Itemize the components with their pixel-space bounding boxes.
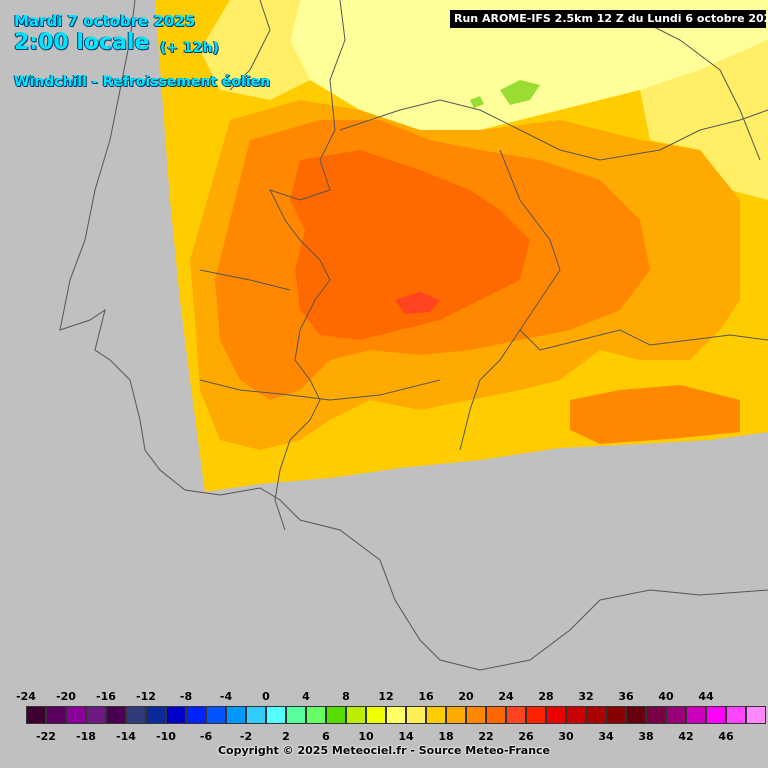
legend-label-top: 4 — [302, 690, 310, 703]
legend-swatch — [326, 706, 346, 724]
legend-label-bottom: 22 — [478, 730, 494, 743]
legend-label-bottom: 18 — [438, 730, 454, 743]
legend-label-bottom: 10 — [358, 730, 374, 743]
legend-label-top: 36 — [618, 690, 634, 703]
legend-swatch — [446, 706, 466, 724]
legend-swatch — [146, 706, 166, 724]
forecast-time: 2:00 locale — [14, 30, 150, 55]
band-22 — [290, 150, 530, 340]
legend-swatch — [126, 706, 146, 724]
legend-swatch — [206, 706, 226, 724]
legend-swatch — [306, 706, 326, 724]
legend-swatch — [106, 706, 126, 724]
band-green — [500, 80, 540, 105]
legend-label-bottom: 38 — [638, 730, 654, 743]
legend-label-top: -12 — [136, 690, 156, 703]
color-legend: -24 -20 -16 -12 -8 -4 0 4 8 12 16 20 24 28 32 36 40 44 -22… — [0, 686, 768, 768]
legend-label-bottom: -22 — [36, 730, 56, 743]
legend-label-bottom: 34 — [598, 730, 614, 743]
parameter-title: Windchill - Refroissement éolien — [14, 74, 271, 90]
legend-label-bottom: 26 — [518, 730, 534, 743]
legend-swatch — [366, 706, 386, 724]
legend-swatch — [566, 706, 586, 724]
legend-swatch — [726, 706, 746, 724]
legend-swatch — [546, 706, 566, 724]
legend-swatch — [686, 706, 706, 724]
legend-swatch — [66, 706, 86, 724]
legend-swatch — [746, 706, 766, 724]
legend-swatch — [666, 706, 686, 724]
legend-label-bottom: 14 — [398, 730, 414, 743]
legend-swatch — [86, 706, 106, 724]
legend-swatch — [226, 706, 246, 724]
borders — [59, 0, 768, 671]
legend-swatch — [406, 706, 426, 724]
legend-swatch — [286, 706, 306, 724]
legend-swatch — [26, 706, 46, 724]
legend-label-bottom: -18 — [76, 730, 96, 743]
legend-swatch — [626, 706, 646, 724]
legend-label-top: -8 — [179, 690, 193, 703]
legend-label-top: -24 — [16, 690, 36, 703]
legend-label-top: 16 — [418, 690, 434, 703]
legend-label-top: 44 — [698, 690, 714, 703]
legend-label-top: 24 — [498, 690, 514, 703]
legend-label-top: 28 — [538, 690, 554, 703]
legend-label-top: -16 — [96, 690, 116, 703]
legend-label-bottom: 46 — [718, 730, 734, 743]
legend-swatch — [246, 706, 266, 724]
forecast-date: Mardi 7 octobre 2025 — [14, 12, 196, 30]
legend-label-top: 12 — [378, 690, 394, 703]
legend-swatch — [586, 706, 606, 724]
legend-swatch — [506, 706, 526, 724]
legend-swatch — [486, 706, 506, 724]
legend-label-top: 32 — [578, 690, 594, 703]
legend-label-bottom: -14 — [116, 730, 136, 743]
legend-swatch — [386, 706, 406, 724]
legend-label-top: -20 — [56, 690, 76, 703]
legend-label-bottom: 6 — [322, 730, 330, 743]
legend-label-top: 0 — [262, 690, 270, 703]
legend-swatch — [526, 706, 546, 724]
legend-label-bottom: -10 — [156, 730, 176, 743]
copyright-text: Copyright © 2025 Meteociel.fr - Source M… — [217, 744, 551, 757]
forecast-offset: (+ 12h) — [160, 40, 219, 56]
legend-swatch — [466, 706, 486, 724]
legend-swatch — [346, 706, 366, 724]
legend-label-top: 20 — [458, 690, 474, 703]
legend-swatch — [606, 706, 626, 724]
legend-label-bottom: 42 — [678, 730, 694, 743]
legend-swatch — [706, 706, 726, 724]
legend-swatch — [166, 706, 186, 724]
band-12 — [290, 0, 768, 130]
legend-label-top: -4 — [219, 690, 233, 703]
legend-label-top: 40 — [658, 690, 674, 703]
legend-swatch — [426, 706, 446, 724]
legend-label-bottom: 30 — [558, 730, 574, 743]
legend-swatch — [46, 706, 66, 724]
legend-swatch — [646, 706, 666, 724]
legend-label-bottom: -6 — [199, 730, 213, 743]
legend-label-bottom: 2 — [282, 730, 290, 743]
legend-swatch — [186, 706, 206, 724]
legend-label-top: 8 — [342, 690, 350, 703]
legend-swatch — [266, 706, 286, 724]
run-label: Run AROME-IFS 2.5km 12 Z du Lundi 6 octo… — [450, 10, 768, 28]
legend-label-bottom: -2 — [239, 730, 253, 743]
